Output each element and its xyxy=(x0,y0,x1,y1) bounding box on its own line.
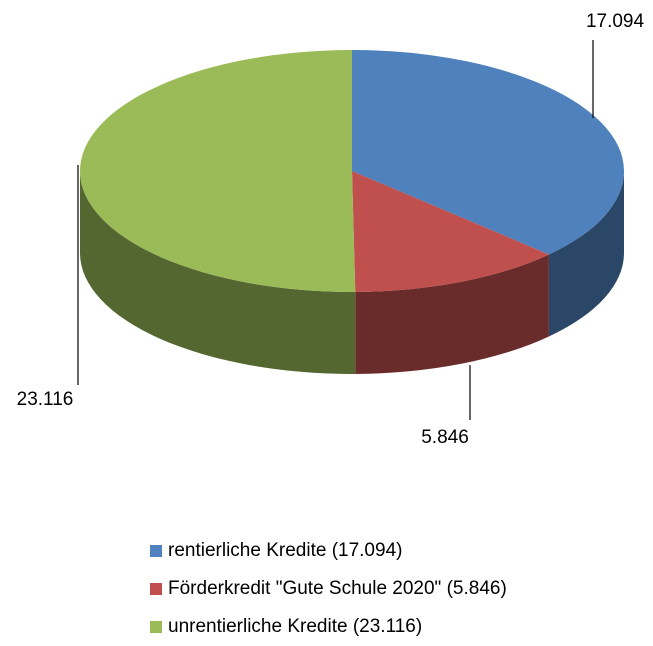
slice-side xyxy=(355,254,549,374)
legend-swatch xyxy=(150,545,162,557)
data-label: 5.846 xyxy=(421,427,469,448)
slice xyxy=(352,171,549,292)
slice-side xyxy=(80,171,356,374)
legend-swatch xyxy=(150,583,162,595)
data-label: 17.094 xyxy=(586,11,645,32)
slice-side xyxy=(548,171,624,337)
legend-label: unrentierliche Kredite (23.116) xyxy=(168,616,422,637)
legend-label: rentierliche Kredite (17.094) xyxy=(168,540,402,561)
legend-label: Förderkredit "Gute Schule 2020" (5.846) xyxy=(168,578,507,599)
legend-swatch xyxy=(150,621,162,633)
slice xyxy=(352,50,624,255)
slice xyxy=(79,50,356,292)
data-label: 23.116 xyxy=(17,389,74,410)
